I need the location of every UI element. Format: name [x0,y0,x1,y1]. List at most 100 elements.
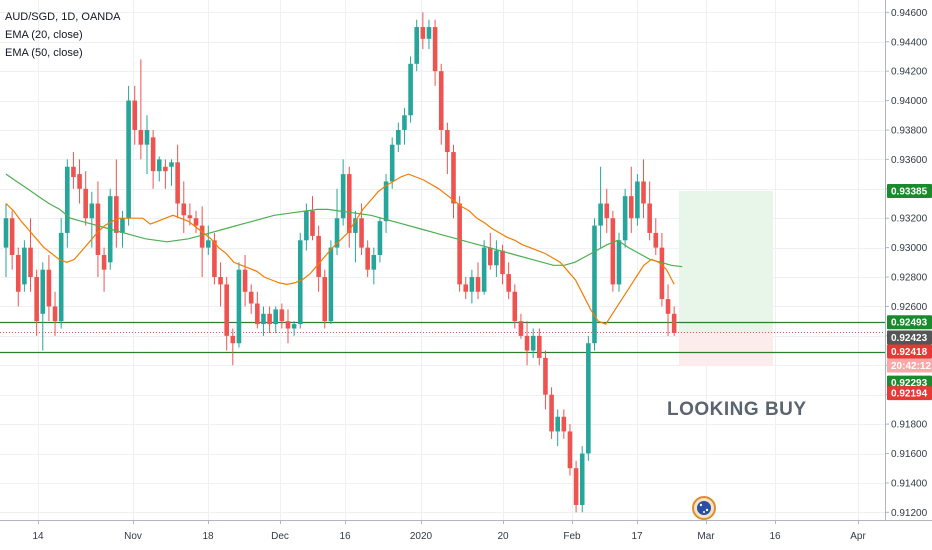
candle-body[interactable] [426,27,432,39]
candle-body[interactable] [144,129,150,145]
time-axis[interactable]: 14 Nov 18 Dec 16 2020 20 Feb 17 Mar 16 Apr [32,520,866,542]
candle-body[interactable] [628,196,634,219]
candle-body[interactable] [475,277,481,292]
candle-body[interactable] [420,27,426,39]
candle-body[interactable] [58,232,64,322]
flag-icon[interactable] [692,496,716,520]
candle-body[interactable] [15,254,21,292]
ema20-line[interactable] [5,173,675,325]
candle-body[interactable] [9,218,15,255]
candle-body[interactable] [236,269,242,344]
lower-level-badge[interactable]: 0.92293 [887,375,932,390]
candle-body[interactable] [365,247,370,270]
candle-body[interactable] [89,203,95,219]
candle-body[interactable] [579,453,585,505]
candle-body[interactable] [389,144,395,182]
candle-body[interactable] [28,247,33,278]
candle-body[interactable] [549,394,554,432]
candle-body[interactable] [193,218,199,226]
candle-body[interactable] [175,162,180,204]
candle-body[interactable] [481,247,487,292]
candle-body[interactable] [46,269,52,307]
candle-body[interactable] [371,254,377,270]
candle-body[interactable] [377,221,383,255]
candle-body[interactable] [52,306,58,322]
candle-body[interactable] [156,159,162,172]
candle-body[interactable] [169,162,174,167]
candle-body[interactable] [451,152,456,204]
candle-body[interactable] [101,254,107,270]
stop-zone[interactable] [679,332,773,367]
candle-body[interactable] [340,174,346,219]
candle-body[interactable] [414,27,420,64]
candle-body[interactable] [555,416,560,432]
candle-body[interactable] [653,232,659,248]
candle-body[interactable] [659,247,665,300]
candle-body[interactable] [199,225,205,248]
candle-body[interactable] [138,129,144,145]
candle-body[interactable] [353,218,358,233]
stop-price-badge[interactable]: 0.92194 [887,386,932,401]
candle-body[interactable] [586,343,591,454]
candle-body[interactable] [230,335,236,344]
candle-body[interactable] [334,218,340,248]
candle-body[interactable] [126,100,131,219]
candle-body[interactable] [500,250,505,275]
candle-body[interactable] [3,218,9,248]
candle-body[interactable] [310,210,315,236]
candle-body[interactable] [494,250,499,266]
candle-body[interactable] [40,269,46,314]
candle-body[interactable] [567,431,573,469]
candle-body[interactable] [665,299,671,314]
candle-body[interactable] [622,196,628,241]
candle-body[interactable] [77,174,82,189]
candle-body[interactable] [163,166,168,172]
candle-body[interactable] [487,247,493,266]
candle-body[interactable] [408,63,413,116]
candle-body[interactable] [95,203,101,255]
entry-price-badge[interactable]: 0.92423 [887,330,932,345]
candle-body[interactable] [396,129,401,145]
candle-body[interactable] [469,277,475,292]
candle-body[interactable] [383,181,389,222]
candle-body[interactable] [647,203,652,233]
candle-body[interactable] [22,247,27,285]
candle-body[interactable] [561,416,567,432]
candle-body[interactable] [255,303,260,325]
candle-body[interactable] [604,203,610,219]
candle-body[interactable] [224,284,229,336]
candle-body[interactable] [181,203,187,216]
candle-body[interactable] [132,100,138,130]
candle-body[interactable] [261,313,266,325]
candle-body[interactable] [297,240,303,325]
candle-body[interactable] [592,225,597,344]
candle-body[interactable] [457,203,462,285]
candle-body[interactable] [218,277,223,285]
candle-body[interactable] [114,196,119,233]
ema20-legend[interactable]: EMA (20, close) [5,29,83,41]
target-zone[interactable] [679,191,773,333]
candle-body[interactable] [543,357,548,395]
candle-body[interactable] [304,210,309,241]
candle-body[interactable] [71,166,76,178]
candle-body[interactable] [285,321,291,329]
candle-body[interactable] [187,215,193,219]
candle-body[interactable] [573,468,579,505]
candle-body[interactable] [432,27,438,72]
candle-body[interactable] [463,284,469,292]
candle-body[interactable] [65,166,70,233]
candle-body[interactable] [205,240,211,248]
bar-countdown-badge[interactable]: 20:42:12 [887,358,932,373]
ema50-legend[interactable]: EMA (50, close) [5,47,83,59]
candle-body[interactable] [212,240,217,278]
candle-body[interactable] [273,309,279,325]
last-price-badge[interactable]: 0.92418 [887,344,932,359]
candle-body[interactable] [518,321,524,336]
candle-body[interactable] [328,247,334,322]
candle-body[interactable] [402,115,407,130]
candle-body[interactable] [530,335,536,351]
candle-body[interactable] [316,235,321,278]
candle-body[interactable] [34,277,39,322]
target-price-badge[interactable]: 0.93385 [887,184,932,199]
